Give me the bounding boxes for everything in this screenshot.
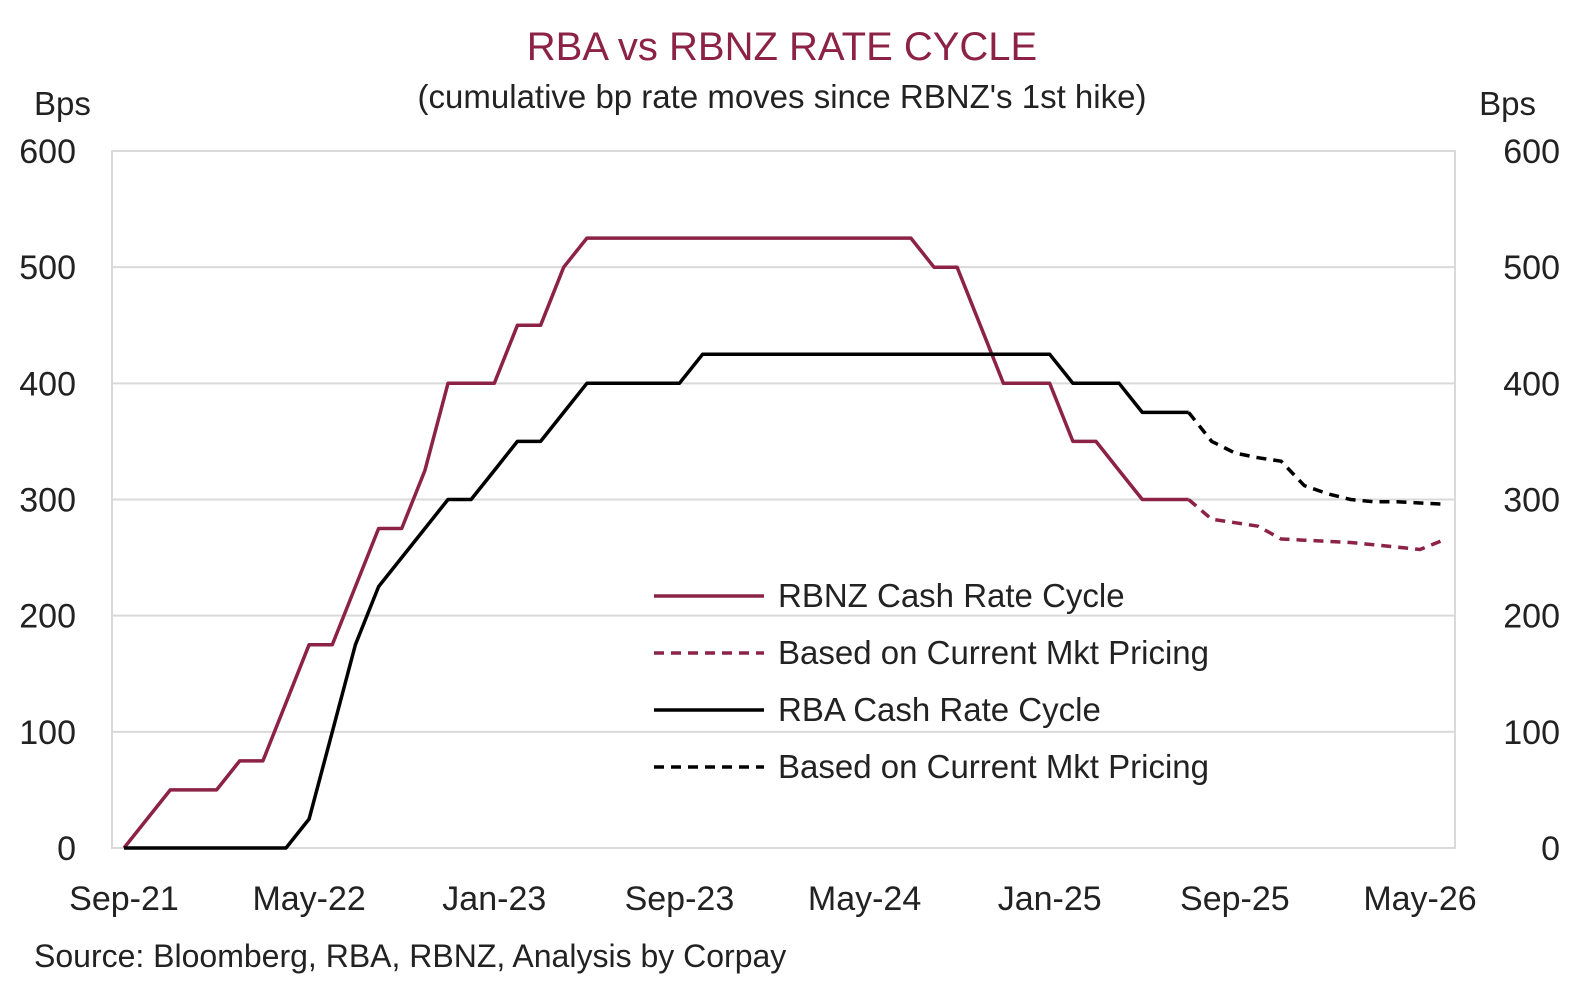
left-axis-label: Bps bbox=[34, 85, 91, 122]
x-tick-label: May-22 bbox=[252, 880, 365, 918]
chart-title: RBA vs RBNZ RATE CYCLE bbox=[527, 25, 1037, 69]
legend-label: RBA Cash Rate Cycle bbox=[778, 691, 1101, 728]
gridlines bbox=[112, 266, 1455, 733]
x-tick-label: Jan-23 bbox=[442, 880, 546, 918]
x-tick-label: May-24 bbox=[808, 880, 921, 918]
x-tick-label: Sep-23 bbox=[625, 880, 735, 918]
right-y-ticks: 0 100 200 300 400 500 600 bbox=[1503, 133, 1560, 868]
rba-cash-rate-line bbox=[124, 352, 1189, 850]
x-tick-label: Jan-25 bbox=[998, 880, 1102, 918]
legend-item-rbnz-pricing: Based on Current Mkt Pricing bbox=[654, 634, 1209, 671]
y-tick-label-left: 0 bbox=[57, 830, 76, 868]
x-ticks: Sep-21 May-22 Jan-23 Sep-23 May-24 Jan-25 Sep-… bbox=[69, 880, 1477, 918]
y-tick-label-right: 200 bbox=[1503, 598, 1560, 636]
y-tick-label-right: 0 bbox=[1541, 830, 1560, 868]
legend-label: Based on Current Mkt Pricing bbox=[778, 634, 1209, 671]
y-tick-label-right: 100 bbox=[1503, 714, 1560, 752]
y-tick-label-right: 300 bbox=[1503, 482, 1560, 520]
legend-item-rba-pricing: Based on Current Mkt Pricing bbox=[654, 748, 1209, 785]
rba-market-pricing-line bbox=[1187, 411, 1444, 506]
y-tick-label-left: 500 bbox=[19, 249, 76, 287]
x-tick-label: May-26 bbox=[1363, 880, 1476, 918]
source-note: Source: Bloomberg, RBA, RBNZ, Analysis b… bbox=[34, 938, 786, 974]
y-tick-label-left: 600 bbox=[19, 133, 76, 171]
legend-item-rbnz: RBNZ Cash Rate Cycle bbox=[654, 577, 1125, 614]
x-tick-label: Sep-25 bbox=[1180, 880, 1290, 918]
legend: RBNZ Cash Rate Cycle Based on Current Mkt… bbox=[654, 577, 1209, 785]
legend-label: RBNZ Cash Rate Cycle bbox=[778, 577, 1125, 614]
right-axis-label: Bps bbox=[1479, 85, 1536, 122]
y-tick-label-left: 200 bbox=[19, 598, 76, 636]
rbnz-market-pricing-line bbox=[1187, 498, 1444, 552]
series-lines bbox=[122, 236, 1444, 850]
y-tick-label-left: 400 bbox=[19, 365, 76, 403]
y-tick-label-right: 400 bbox=[1503, 365, 1560, 403]
left-y-ticks: 0 100 200 300 400 500 600 bbox=[19, 133, 76, 868]
x-tick-label: Sep-21 bbox=[69, 880, 179, 918]
y-tick-label-right: 500 bbox=[1503, 249, 1560, 287]
y-tick-label-left: 300 bbox=[19, 482, 76, 520]
y-tick-label-left: 100 bbox=[19, 714, 76, 752]
y-tick-label-right: 600 bbox=[1503, 133, 1560, 171]
legend-label: Based on Current Mkt Pricing bbox=[778, 748, 1209, 785]
legend-item-rba: RBA Cash Rate Cycle bbox=[654, 691, 1101, 728]
rbnz-cash-rate-line bbox=[122, 236, 1189, 850]
chart-subtitle: (cumulative bp rate moves since RBNZ's 1… bbox=[418, 78, 1147, 115]
